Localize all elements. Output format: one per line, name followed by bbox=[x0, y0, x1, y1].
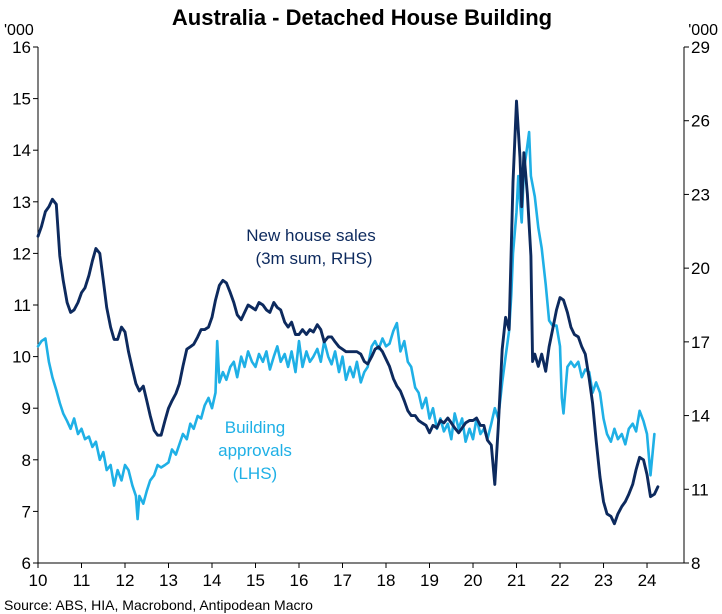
left-tick-label: 12 bbox=[12, 244, 31, 263]
x-tick-label: 13 bbox=[159, 571, 178, 590]
right-tick-label: 23 bbox=[691, 185, 710, 204]
right-tick-label: 26 bbox=[691, 112, 710, 131]
x-tick-label: 12 bbox=[116, 571, 135, 590]
x-tick-label: 20 bbox=[464, 571, 483, 590]
x-ticks: 10 11 12 13 14 15 16 17 18 19 20 21 22 23 24 bbox=[29, 563, 657, 590]
left-axis-unit: '000 bbox=[4, 22, 34, 39]
x-tick-label: 14 bbox=[203, 571, 222, 590]
x-tick-label: 24 bbox=[638, 571, 657, 590]
building-approvals-line bbox=[36, 130, 656, 521]
right-tick-label: 11 bbox=[691, 480, 709, 499]
left-tick-label: 9 bbox=[22, 399, 31, 418]
left-tick-label: 7 bbox=[22, 502, 31, 521]
x-tick-label: 19 bbox=[420, 571, 439, 590]
left-tick-label: 16 bbox=[12, 38, 31, 57]
x-tick-label: 10 bbox=[29, 571, 48, 590]
x-tick-label: 23 bbox=[594, 571, 613, 590]
right-y-ticks: 8 11 14 17 20 23 26 29 bbox=[684, 38, 710, 573]
approvals-label-line-1: Building bbox=[225, 418, 286, 437]
left-y-ticks: 6 7 8 9 10 11 12 13 14 15 16 bbox=[12, 38, 38, 573]
approvals-label-line-3: (LHS) bbox=[233, 464, 277, 483]
x-tick-label: 22 bbox=[551, 571, 570, 590]
x-tick-label: 16 bbox=[290, 571, 309, 590]
left-tick-label: 14 bbox=[12, 141, 31, 160]
x-tick-label: 17 bbox=[333, 571, 352, 590]
chart-title: Australia - Detached House Building bbox=[172, 5, 552, 30]
left-tick-label: 15 bbox=[12, 90, 31, 109]
left-tick-label: 13 bbox=[12, 193, 31, 212]
source-note: Source: ABS, HIA, Macrobond, Antipodean … bbox=[4, 597, 313, 613]
x-tick-label: 21 bbox=[507, 571, 526, 590]
series-layer bbox=[36, 99, 660, 526]
new-house-sales-line bbox=[36, 99, 660, 526]
left-tick-label: 6 bbox=[22, 554, 31, 573]
axes bbox=[37, 47, 685, 564]
left-tick-label: 10 bbox=[12, 348, 31, 367]
right-tick-label: 20 bbox=[691, 259, 710, 278]
left-tick-label: 8 bbox=[22, 451, 31, 470]
right-tick-label: 29 bbox=[691, 38, 710, 57]
x-tick-label: 18 bbox=[377, 571, 396, 590]
right-tick-label: 14 bbox=[691, 407, 710, 426]
sales-label-line-1: New house sales bbox=[246, 226, 375, 245]
right-axis-unit: '000 bbox=[688, 22, 718, 39]
x-tick-label: 11 bbox=[73, 571, 91, 590]
x-tick-label: 15 bbox=[246, 571, 265, 590]
approvals-label-line-2: approvals bbox=[218, 441, 292, 460]
left-tick-label: 11 bbox=[13, 296, 31, 315]
right-tick-label: 17 bbox=[691, 333, 710, 352]
sales-label-line-2: (3m sum, RHS) bbox=[255, 249, 372, 268]
right-tick-label: 8 bbox=[691, 554, 700, 573]
